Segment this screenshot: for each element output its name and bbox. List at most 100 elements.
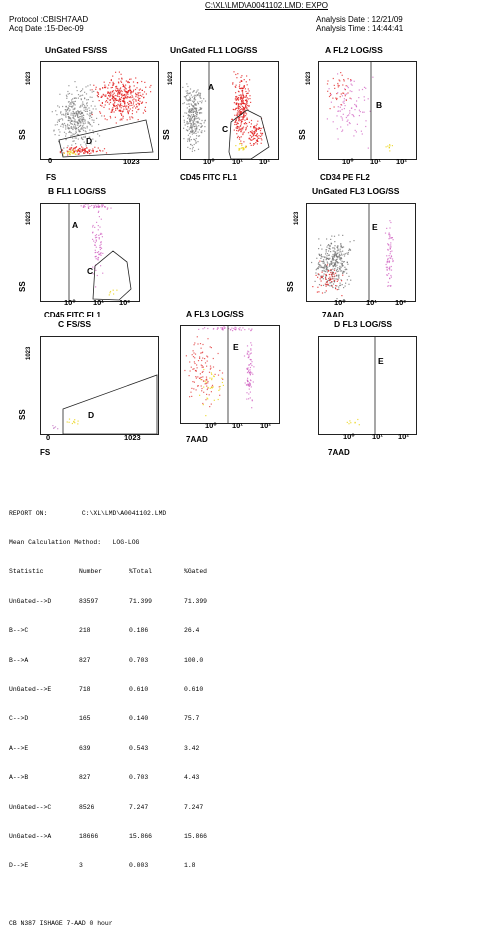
event-dot [320,244,322,246]
event-dot [317,268,319,270]
event-dot [83,204,85,206]
event-dot [390,285,392,287]
event-dot [120,87,122,89]
event-dot [57,105,59,107]
event-dot [113,98,116,100]
event-dot [73,108,75,110]
event-dot [326,283,328,285]
event-dot [97,225,99,227]
event-dot [98,237,100,239]
event-dot [338,288,340,290]
event-dot [200,97,202,99]
event-dot [77,150,79,152]
event-dot [249,98,251,100]
event-dot [242,93,244,95]
event-dot [232,83,234,85]
event-dot [211,373,213,375]
event-dot [94,242,96,244]
event-dot [354,109,356,111]
event-dot [191,395,193,397]
event-dot [77,127,79,129]
event-dot [352,114,354,116]
event-dot [335,259,337,261]
event-dot [72,115,74,117]
event-dot [355,104,357,106]
event-dot [183,96,185,98]
event-dot [248,385,250,387]
event-dot [61,118,63,120]
event-dot [236,95,238,98]
event-dot [249,369,251,371]
event-dot [190,126,192,129]
event-dot [242,147,244,149]
event-dot [112,289,114,291]
event-dot [332,283,335,285]
event-dot [73,147,75,149]
event-dot [342,274,344,276]
event-dot [193,90,195,92]
scatter-canvas [346,337,376,434]
gate-label-e: E [372,222,378,232]
event-dot [339,96,341,98]
event-dot [327,257,329,259]
event-dot [202,357,204,359]
event-dot [337,110,339,112]
event-dot [338,254,341,256]
event-dot [190,99,192,101]
event-dot [194,94,196,96]
event-dot [197,148,200,150]
cloud-gray [311,234,355,300]
event-dot [59,118,61,120]
event-dot [214,373,216,375]
event-dot [204,126,206,128]
event-dot [231,118,233,120]
event-dot [243,131,245,133]
event-dot [328,88,330,90]
event-dot [103,94,105,96]
event-dot [65,139,67,141]
event-dot [245,96,247,98]
event-dot [99,150,102,152]
event-dot [59,93,61,95]
event-dot [243,102,245,105]
event-dot [127,93,129,95]
event-dot [248,398,250,400]
event-dot [192,106,194,108]
event-dot [322,262,324,264]
event-dot [330,271,332,273]
event-dot [255,129,257,131]
event-dot [252,138,254,140]
event-dot [58,120,60,122]
event-dot [131,116,133,118]
event-dot [320,275,322,277]
event-dot [243,86,245,88]
event-dot [199,112,201,114]
event-dot [135,99,137,101]
event-dot [333,276,335,278]
event-dot [342,92,344,94]
event-dot [200,123,202,125]
event-dot [101,95,103,97]
event-dot [363,96,365,98]
event-dot [86,108,88,110]
event-dot [65,116,67,118]
event-dot [196,336,198,338]
event-dot [85,108,87,110]
event-dot [246,118,248,120]
event-dot [123,84,125,87]
event-dot [355,105,357,107]
event-dot [189,96,191,98]
event-dot [328,95,331,98]
event-dot [333,265,335,267]
event-dot [68,92,71,95]
event-dot [246,100,248,102]
event-dot [247,92,249,94]
event-dot [197,131,199,133]
event-dot [189,139,191,141]
event-dot [123,99,125,101]
event-dot [60,125,62,127]
event-dot [119,88,121,90]
event-dot [77,116,79,118]
event-dot [80,104,82,107]
event-dot [253,137,255,139]
